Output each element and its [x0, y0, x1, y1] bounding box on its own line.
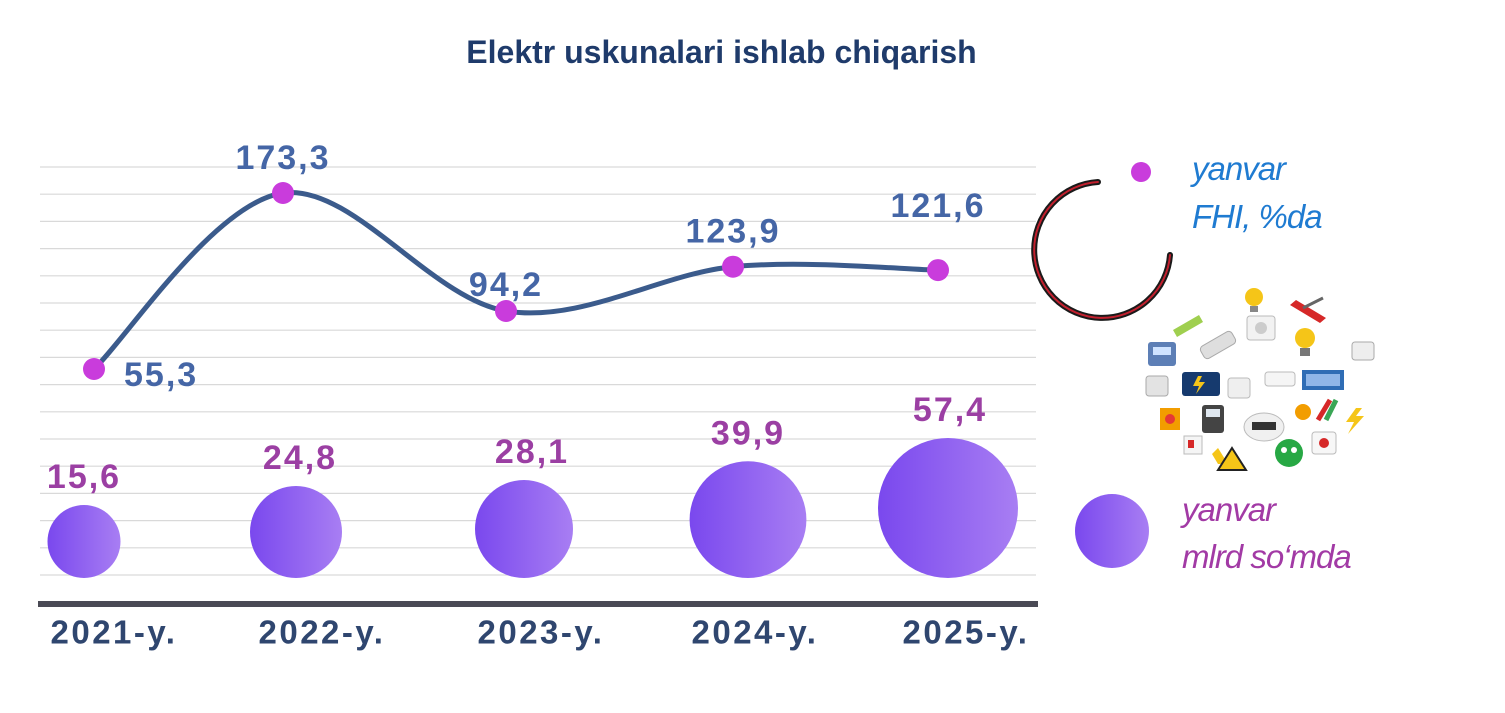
x-axis-tick-label: 2025-y. [903, 614, 1030, 651]
legend-bubble-label-unit: mlrd so‘mda [1182, 538, 1352, 575]
bubble-data-label: 15,6 [47, 458, 121, 496]
line-point [495, 300, 517, 322]
line-data-label: 55,3 [124, 356, 198, 394]
x-axis-labels: 2021-y. 2022-y. 2023-y. 2024-y. 2025-y. [51, 614, 1030, 651]
line-point [272, 182, 294, 204]
electrical-equipment-illustration [1145, 288, 1375, 471]
bubble-series [47, 438, 1018, 578]
legend-line-icon [1031, 162, 1173, 321]
line-data-label: 173,3 [235, 139, 330, 177]
bubble-data-label: 24,8 [263, 439, 337, 477]
line-data-label: 94,2 [469, 266, 543, 304]
line-point [927, 259, 949, 282]
line-data-label: 123,9 [685, 213, 780, 251]
chart-title: Elektr uskunalari ishlab chiqarish [466, 34, 977, 70]
legend-bubble-icon [1075, 494, 1149, 568]
line-data-labels: 55,3 173,3 94,2 123,9 121,6 [124, 139, 985, 394]
bubble [47, 505, 121, 578]
x-axis-tick-label: 2023-y. [478, 614, 605, 651]
line-point [722, 255, 744, 278]
bubble [250, 486, 342, 578]
x-axis-tick-label: 2021-y. [51, 614, 178, 651]
bubble-data-labels: 15,6 24,8 28,1 39,9 57,4 [47, 391, 987, 496]
x-axis-tick-label: 2022-y. [259, 614, 386, 651]
bubble [689, 461, 807, 578]
bubble-data-label: 57,4 [913, 391, 987, 429]
bubble [878, 438, 1018, 578]
bubble-data-label: 39,9 [711, 414, 785, 452]
line-data-label: 121,6 [890, 187, 985, 225]
line-point [83, 358, 105, 380]
bubble-data-label: 28,1 [495, 433, 569, 471]
legend-bubble-label-period: yanvar [1182, 491, 1276, 528]
legend-line-label-period: yanvar [1192, 150, 1286, 187]
line-markers [83, 182, 949, 380]
legend-line-label-unit: FHI, %da [1192, 198, 1323, 235]
x-axis-tick-label: 2024-y. [692, 614, 819, 651]
bubble [475, 480, 573, 578]
